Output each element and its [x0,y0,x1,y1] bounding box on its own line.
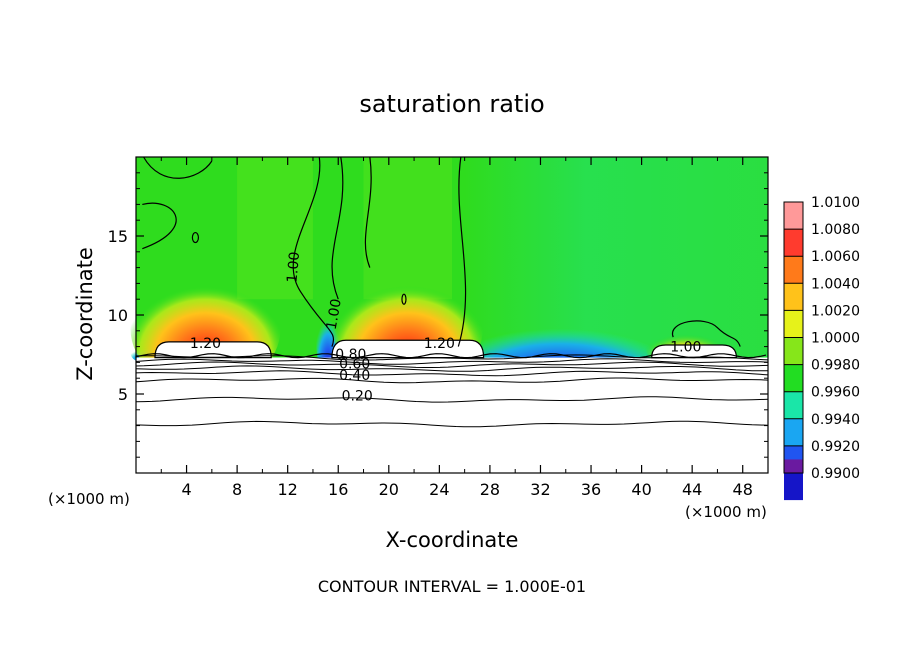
x-tick-label: 8 [232,480,242,499]
contour-line [143,156,213,179]
contour-line [135,396,769,403]
x-tick-label: 4 [181,480,191,499]
contour-label: 1.00 [670,339,701,355]
field-subsaturated-lower [136,357,768,473]
contour-label: 1.00 [324,298,345,331]
x-tick-label: 12 [278,480,298,499]
x-axis-label: X-coordinate [386,528,519,552]
contour-line [135,365,768,372]
colorbar-label: 0.9940 [811,412,860,428]
contour-lines: 1.20 1.20 1.00 1.00 1.00 0.800.600.40 0.20 [135,156,769,428]
chart-title: saturation ratio [359,90,544,118]
colorbar-label: 0.9960 [811,385,860,401]
y-tick-label: 5 [118,385,128,404]
y-tick-label: 15 [108,227,128,246]
colorbar-swatch [784,459,803,473]
contour-line [191,231,200,244]
colorbar-label: 1.0060 [811,249,860,265]
colorbar-swatch [784,473,803,501]
colorbar-label: 1.0080 [811,222,860,238]
contour-label: 1.20 [424,336,455,352]
field-patch [237,157,313,300]
contour-line [135,358,769,365]
plot-area [130,157,768,473]
contour-label: 0.40 [339,368,370,384]
colorbar-swatch [784,283,803,311]
contour-interval-note: CONTOUR INTERVAL = 1.000E-01 [318,577,586,596]
contour-line [331,156,344,300]
colorbar-swatch [784,310,803,338]
colorbar-label: 0.9920 [811,439,860,455]
contour-label: 1.00 [284,251,303,283]
contour-line [142,202,177,250]
colorbar-swatch [784,418,803,446]
colorbar-label: 1.0020 [811,303,860,319]
x-tick-label: 36 [581,480,601,499]
colorbar-label: 1.0000 [811,331,860,347]
contour-line [292,156,334,347]
x-tick-label: 44 [682,480,702,499]
colorbar-label: 0.9900 [811,466,860,482]
y-tick-label: 10 [108,306,128,325]
x-unit-left: (×1000 m) [48,490,130,508]
contour-line [135,353,767,359]
contour-label: 0.60 [339,357,370,373]
contour-line [135,377,769,384]
x-tick-label: 24 [429,480,449,499]
colorbar-label: 1.0100 [811,195,860,211]
contour-line [401,293,407,305]
contour-line [135,420,769,428]
contour-line [135,361,769,368]
colorbar-swatch [784,364,803,392]
colorbar-swatch [784,256,803,284]
x-tick-label: 28 [480,480,500,499]
x-tick-label: 48 [733,480,753,499]
cloud-region [154,341,272,359]
contour-label: 0.80 [335,347,366,363]
contour-label: 1.20 [190,336,221,352]
colorbar-label: 0.9980 [811,358,860,374]
x-tick-label: 20 [379,480,399,499]
colorbar-swatch [784,337,803,365]
x-tick-label: 32 [530,480,550,499]
x-unit-right: (×1000 m) [685,503,767,521]
contour-line [364,156,372,268]
contour-line [457,156,467,347]
y-axis-label: Z-coordinate [73,247,97,381]
colorbar-swatch [784,229,803,257]
contour-line [135,370,769,377]
colorbar-label: 1.0040 [811,276,860,292]
colorbar: 1.0100 1.0080 1.0060 1.0040 1.0020 1.0000 0.99… [783,195,860,501]
contour-label: 0.20 [342,388,373,404]
colorbar-swatch [784,391,803,419]
x-tick-label: 40 [631,480,651,499]
contour-line [672,320,741,347]
x-tick-label: 16 [328,480,348,499]
colorbar-swatch [784,202,803,230]
cloud-region [331,339,485,359]
